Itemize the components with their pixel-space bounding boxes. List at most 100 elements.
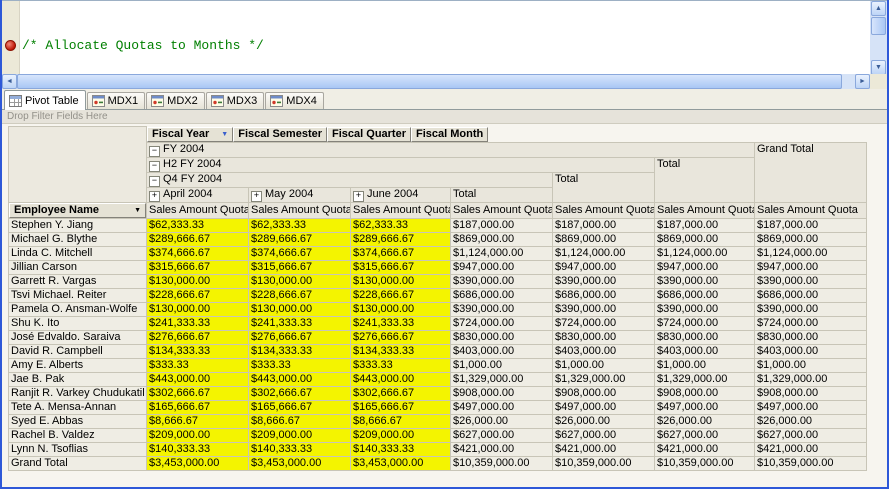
table-row: Stephen Y. Jiang $62,333.33 $62,333.33 $62,… xyxy=(8,217,868,233)
collapse-icon[interactable]: − xyxy=(149,145,160,156)
measure-header-cell[interactable]: Sales Amount Quota xyxy=(248,201,351,219)
value-cell: $315,666.67 xyxy=(248,259,351,275)
breakpoint-gutter[interactable] xyxy=(2,1,20,74)
tab-mdx4[interactable]: MDX4 xyxy=(265,92,324,109)
field-button-fiscal-quarter[interactable]: Fiscal Quarter xyxy=(327,126,411,142)
vertical-scrollbar[interactable]: ▲ ▼ xyxy=(870,1,887,75)
measure-header-cell[interactable]: Sales Amount Quota xyxy=(146,201,249,219)
expand-icon[interactable]: + xyxy=(353,190,364,201)
value-cell: $26,000.00 xyxy=(552,413,655,429)
tab-mdx1[interactable]: MDX1 xyxy=(86,92,146,109)
pivot-table: Fiscal Year ▼ Fiscal Semester Fiscal Quar… xyxy=(8,126,868,471)
tab-mdx3[interactable]: MDX3 xyxy=(205,92,265,109)
value-cell: $374,666.67 xyxy=(146,245,249,261)
row-header-cell: Stephen Y. Jiang xyxy=(8,217,147,233)
field-button-label: Fiscal Month xyxy=(416,127,484,140)
row-header-cell: Tsvi Michael. Reiter xyxy=(8,287,147,303)
value-cell: $130,000.00 xyxy=(248,273,351,289)
column-header-fy-total[interactable]: Total xyxy=(654,156,755,203)
value-cell: $209,000.00 xyxy=(146,427,249,443)
scroll-up-button[interactable]: ▲ xyxy=(871,1,886,16)
code-editor-surface[interactable]: /* Allocate Quotas to Months */ SCOPE ( … xyxy=(2,1,870,74)
column-member-fy-2004[interactable]: − FY 2004 xyxy=(146,141,755,158)
collapse-icon[interactable]: − xyxy=(149,160,160,171)
horizontal-scrollbar[interactable]: ◄ ► xyxy=(2,74,870,89)
tab-mdx2[interactable]: MDX2 xyxy=(146,92,205,109)
value-cell: $1,000.00 xyxy=(450,357,553,373)
column-member-april-2004[interactable]: + April 2004 xyxy=(146,186,249,203)
value-cell: $8,666.67 xyxy=(248,413,351,429)
breakpoint-icon[interactable] xyxy=(5,40,16,51)
header-row-fiscal-month: + April 2004 + May 2004 + June 2004 Total xyxy=(9,186,867,203)
column-member-may-2004[interactable]: + May 2004 xyxy=(248,186,351,203)
value-cell: $8,666.67 xyxy=(350,413,451,429)
header-row-fiscal-semester: − H2 FY 2004 Total xyxy=(9,156,867,203)
value-cell: $421,000.00 xyxy=(450,441,553,457)
field-button-fiscal-month[interactable]: Fiscal Month xyxy=(411,126,489,142)
value-cell: $130,000.00 xyxy=(146,301,249,317)
scroll-down-button[interactable]: ▼ xyxy=(871,60,886,75)
column-member-june-2004[interactable]: + June 2004 xyxy=(350,186,451,203)
row-header-cell: Linda C. Mitchell xyxy=(8,245,147,261)
scroll-left-button[interactable]: ◄ xyxy=(2,74,17,89)
value-cell: $1,124,000.00 xyxy=(753,245,868,261)
tab-pivot-table[interactable]: Pivot Table xyxy=(4,90,86,110)
vertical-scrollbar-thumb[interactable] xyxy=(871,17,886,35)
measure-header-cell[interactable]: Sales Amount Quota xyxy=(753,201,868,219)
value-cell: $276,666.67 xyxy=(248,329,351,345)
drop-filter-area[interactable]: Drop Filter Fields Here xyxy=(2,110,887,124)
value-cell: $1,329,000.00 xyxy=(753,371,868,387)
expand-icon[interactable]: + xyxy=(251,190,262,201)
scroll-right-button[interactable]: ► xyxy=(855,74,870,89)
row-header-cell: Amy E. Alberts xyxy=(8,357,147,373)
column-header-h2-total[interactable]: Total xyxy=(552,171,655,203)
column-member-q4-fy-2004[interactable]: − Q4 FY 2004 xyxy=(146,171,553,188)
field-button-fiscal-semester[interactable]: Fiscal Semester xyxy=(233,126,328,142)
value-cell: $390,000.00 xyxy=(753,301,868,317)
value-cell: $289,666.67 xyxy=(350,231,451,247)
row-header-cell: Shu K. Ito xyxy=(8,315,147,331)
value-cell: $390,000.00 xyxy=(552,273,655,289)
drop-filter-label: Drop Filter Fields Here xyxy=(7,111,108,122)
row-header-cell: Rachel B. Valdez xyxy=(8,427,147,443)
value-cell: $686,000.00 xyxy=(753,287,868,303)
column-header-q4-total[interactable]: Total xyxy=(450,186,553,203)
code-line-comment: /* Allocate Quotas to Months */ xyxy=(20,37,870,54)
value-cell: $724,000.00 xyxy=(753,315,868,331)
measure-header-cell[interactable]: Sales Amount Quota xyxy=(450,201,553,219)
field-button-employee-name[interactable]: Employee Name ▼ xyxy=(9,203,146,217)
value-cell: $62,333.33 xyxy=(248,217,351,233)
horizontal-scrollbar-thumb[interactable] xyxy=(17,74,842,89)
column-header-grand-total[interactable]: Grand Total xyxy=(753,141,868,203)
value-cell: $947,000.00 xyxy=(552,259,655,275)
table-row: Amy E. Alberts $333.33 $333.33 $333.33 $1,00… xyxy=(8,357,868,373)
value-cell: $3,453,000.00 xyxy=(248,455,351,471)
dropdown-arrow-icon[interactable]: ▼ xyxy=(134,206,141,214)
value-cell: $869,000.00 xyxy=(450,231,553,247)
member-label: H2 FY 2004 xyxy=(163,157,222,170)
pivot-table-icon xyxy=(9,94,22,107)
row-header-cell: Lynn N. Tsoflias xyxy=(8,441,147,457)
value-cell: $908,000.00 xyxy=(753,385,868,401)
column-member-h2-fy-2004[interactable]: − H2 FY 2004 xyxy=(146,156,655,173)
code-lines: /* Allocate Quotas to Months */ SCOPE ( … xyxy=(20,3,870,74)
value-cell: $390,000.00 xyxy=(654,301,755,317)
collapse-icon[interactable]: − xyxy=(149,175,160,186)
measure-header-cell[interactable]: Sales Amount Quota xyxy=(350,201,451,219)
tab-label: Pivot Table xyxy=(25,94,79,107)
measure-header-cell[interactable]: Sales Amount Quota xyxy=(552,201,655,219)
table-row: Tsvi Michael. Reiter $228,666.67 $228,666.… xyxy=(8,287,868,303)
dropdown-arrow-icon[interactable]: ▼ xyxy=(221,130,229,138)
measure-header-cell[interactable]: Sales Amount Quota xyxy=(654,201,755,219)
value-cell: $869,000.00 xyxy=(552,231,655,247)
row-header-cell: Ranjit R. Varkey Chudukatil xyxy=(8,385,147,401)
value-cell: $1,000.00 xyxy=(654,357,755,373)
value-cell: $374,666.67 xyxy=(350,245,451,261)
value-cell: $134,333.33 xyxy=(350,343,451,359)
value-cell: $130,000.00 xyxy=(350,301,451,317)
field-button-fiscal-year[interactable]: Fiscal Year ▼ xyxy=(147,126,234,142)
expand-icon[interactable]: + xyxy=(149,190,160,201)
value-cell: $947,000.00 xyxy=(753,259,868,275)
value-cell: $10,359,000.00 xyxy=(450,455,553,471)
value-cell: $497,000.00 xyxy=(450,399,553,415)
